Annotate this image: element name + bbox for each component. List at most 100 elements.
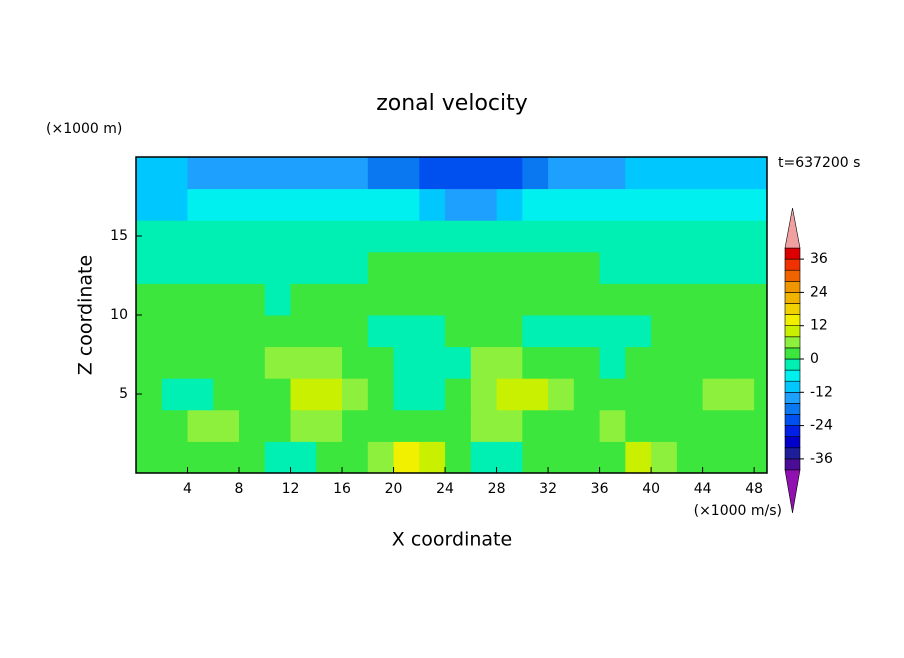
contour-cell	[445, 409, 472, 442]
contour-cell	[548, 378, 575, 411]
contour-cell	[161, 346, 189, 379]
contour-cell	[573, 220, 601, 253]
contour-cell	[702, 220, 729, 253]
y-tick-label: 15	[110, 228, 128, 244]
colorbar-band	[784, 447, 801, 460]
colorbar-tick-label: -12	[810, 384, 833, 400]
contour-cell	[290, 441, 317, 473]
contour-cell	[573, 441, 601, 473]
contour-cell	[599, 188, 626, 221]
contour-cell	[239, 251, 266, 284]
x-axis-label: X coordinate	[392, 529, 512, 551]
colorbar-band	[784, 292, 801, 304]
contour-cell	[213, 188, 240, 221]
contour-cell	[213, 220, 240, 253]
colorbar-tick-label: 12	[810, 318, 828, 334]
contour-cell	[316, 251, 343, 284]
contour-cell	[702, 315, 729, 348]
contour-cell	[702, 283, 729, 316]
contour-cell	[393, 409, 420, 442]
contour-cell	[342, 220, 369, 253]
contour-cell	[161, 409, 189, 442]
contour-cell	[754, 220, 767, 253]
contour-cell	[419, 315, 446, 348]
contour-cell	[470, 441, 498, 473]
contour-cell	[161, 283, 189, 316]
contour-cell	[393, 220, 420, 253]
colorbar-band	[784, 436, 801, 449]
contour-cell	[445, 378, 472, 411]
contour-cell	[419, 283, 446, 316]
contour-cell	[676, 220, 704, 253]
contour-cell	[496, 441, 523, 473]
x-tick-label: 4	[183, 481, 192, 497]
contour-cell	[573, 409, 601, 442]
contour-cell	[676, 251, 704, 284]
contour-cell	[161, 157, 189, 190]
contour-cell	[728, 315, 755, 348]
colorbar-band	[784, 358, 801, 371]
contour-cell	[316, 157, 343, 190]
contour-cell	[367, 157, 395, 190]
contour-cell	[161, 251, 189, 284]
x-tick-label: 48	[745, 481, 763, 497]
contour-cell	[651, 157, 678, 190]
contour-cell	[522, 283, 549, 316]
contour-cell	[187, 441, 214, 473]
contour-cell	[496, 157, 523, 190]
colorbar-band	[784, 458, 801, 471]
colorbar-band	[784, 325, 801, 338]
contour-cell	[445, 346, 472, 379]
contour-cell	[445, 157, 472, 190]
colorbar-band	[784, 258, 801, 271]
contour-cell	[625, 346, 652, 379]
contour-cell	[754, 283, 767, 316]
contour-cell	[161, 441, 189, 473]
contour-cell	[316, 409, 343, 442]
x-tick-label: 20	[385, 481, 403, 497]
contour-cell	[445, 441, 472, 473]
contour-cell	[676, 378, 704, 411]
contour-cell	[573, 346, 601, 379]
contour-cell	[651, 378, 678, 411]
contour-cell	[702, 409, 729, 442]
contour-cell	[367, 378, 395, 411]
contour-cell	[367, 251, 395, 284]
contour-cell	[419, 409, 446, 442]
contour-cell	[625, 378, 652, 411]
contour-cell	[599, 409, 626, 442]
contour-cell	[367, 441, 395, 473]
contour-cell	[754, 346, 767, 379]
colorbar-band	[784, 336, 801, 349]
contour-cell	[290, 220, 317, 253]
contour-cell	[470, 220, 498, 253]
contour-cell	[728, 346, 755, 379]
contour-cell	[393, 315, 420, 348]
contour-cell	[548, 251, 575, 284]
contour-cell	[728, 220, 755, 253]
contour-cell	[213, 409, 240, 442]
contour-cell	[754, 251, 767, 284]
colorbar-over	[784, 207, 801, 249]
contour-cell	[728, 283, 755, 316]
contour-cell	[419, 441, 446, 473]
contour-cell	[496, 283, 523, 316]
contour-cell	[239, 188, 266, 221]
x-tick-label: 24	[436, 481, 454, 497]
colorbar-band	[784, 425, 801, 438]
contour-cell	[470, 315, 498, 348]
x-tick-label: 44	[694, 481, 712, 497]
contour-cell	[625, 315, 652, 348]
contour-cell	[264, 315, 292, 348]
contour-cell	[393, 346, 420, 379]
contour-cell	[367, 220, 395, 253]
contour-cell	[470, 251, 498, 284]
colorbar-band	[784, 414, 801, 426]
contour-cell	[239, 283, 266, 316]
colorbar-under	[784, 469, 801, 514]
contour-cell	[573, 283, 601, 316]
y-tick-label: 5	[119, 386, 128, 402]
contour-cell	[651, 346, 678, 379]
contour-cell	[470, 346, 498, 379]
